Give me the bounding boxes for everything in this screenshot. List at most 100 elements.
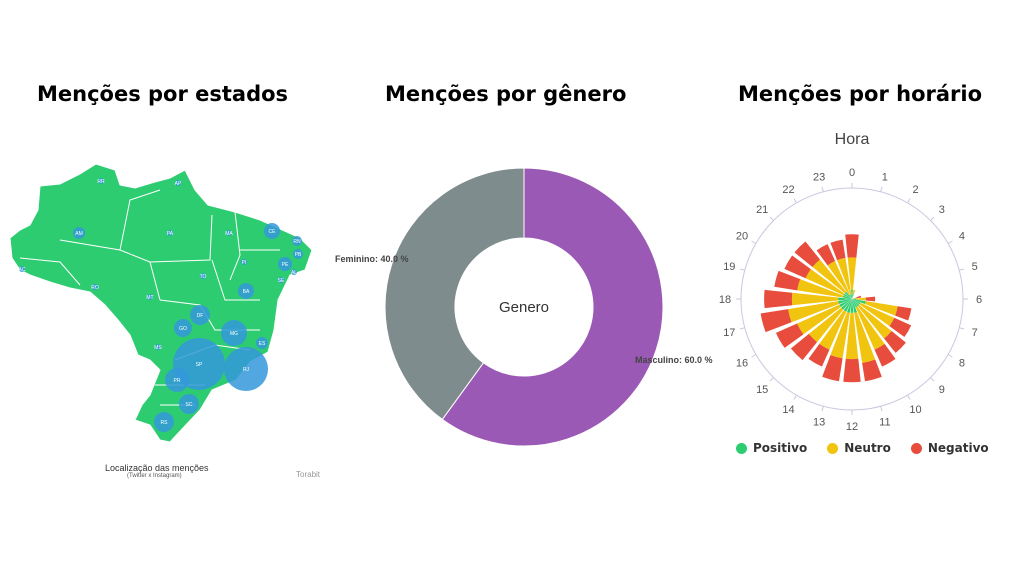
polar-bar-negativo-h7[interactable] xyxy=(895,306,912,321)
polar-bar-neutro-h10[interactable] xyxy=(855,306,885,350)
polar-bar-positivo-h13[interactable] xyxy=(847,299,852,313)
polar-bar-neutro-h20[interactable] xyxy=(805,269,845,296)
state-bubble-sc[interactable] xyxy=(179,394,199,414)
polar-hour-label: 20 xyxy=(736,231,748,243)
state-bubble-to[interactable] xyxy=(200,273,206,279)
polar-bar-negativo-h20[interactable] xyxy=(784,255,811,279)
state-bubble-ba[interactable] xyxy=(238,283,254,299)
polar-bar-positivo-h14[interactable] xyxy=(843,299,852,312)
polar-bar-neutro-h9[interactable] xyxy=(857,304,892,339)
polar-bar-neutro-h17[interactable] xyxy=(788,301,840,323)
polar-bar-positivo-h10[interactable] xyxy=(852,299,858,308)
state-bubble-rr[interactable] xyxy=(98,178,104,184)
polar-bar-neutro-h15[interactable] xyxy=(808,307,844,343)
legend-label-neutro: Neutro xyxy=(844,441,891,455)
polar-bar-negativo-h6[interactable] xyxy=(865,296,876,302)
polar-bar-positivo-h0[interactable] xyxy=(851,289,853,299)
state-bubble-am[interactable] xyxy=(73,227,85,239)
polar-bar-negativo-h21[interactable] xyxy=(794,241,820,267)
polar-bar-positivo-h9[interactable] xyxy=(852,299,860,307)
polar-bar-positivo-h23[interactable] xyxy=(850,294,852,299)
polar-bar-neutro-h7[interactable] xyxy=(864,301,898,316)
polar-bar-positivo-h12[interactable] xyxy=(850,299,854,313)
polar-bar-neutro-h1[interactable] xyxy=(852,289,856,295)
state-bubble-go[interactable] xyxy=(174,319,192,337)
polar-bar-negativo-h19[interactable] xyxy=(774,270,801,291)
state-bubble-pe[interactable] xyxy=(278,257,292,271)
polar-bar-negativo-h18[interactable] xyxy=(764,289,793,309)
state-bubble-df[interactable] xyxy=(190,305,210,325)
polar-bar-neutro-h8[interactable] xyxy=(859,302,895,327)
state-bubble-ce[interactable] xyxy=(264,223,280,239)
polar-bar-negativo-h8[interactable] xyxy=(889,317,912,338)
legend-item-neutro[interactable]: Neutro xyxy=(827,441,891,455)
polar-bar-positivo-h17[interactable] xyxy=(838,299,852,304)
polar-bar-positivo-h22[interactable] xyxy=(849,294,852,299)
state-label-rs: RS xyxy=(161,420,169,426)
polar-bar-neutro-h22[interactable] xyxy=(827,260,851,296)
polar-bar-negativo-h13[interactable] xyxy=(822,355,843,382)
state-bubble-mt[interactable] xyxy=(147,294,153,300)
legend-dot-positivo xyxy=(736,442,747,454)
state-bubble-pr[interactable] xyxy=(165,368,189,392)
polar-hour-label: 0 xyxy=(849,167,855,179)
state-bubble-ap[interactable] xyxy=(175,180,181,186)
polar-bar-positivo-h18[interactable] xyxy=(838,297,852,301)
state-bubble-ms[interactable] xyxy=(155,344,161,350)
state-bubble-rs[interactable] xyxy=(154,412,174,432)
legend-item-negativo[interactable]: Negativo xyxy=(910,441,989,455)
legend-dot-neutro xyxy=(827,442,839,454)
donut-slice-masculino[interactable] xyxy=(441,167,664,447)
polar-bar-negativo-h22[interactable] xyxy=(816,244,836,266)
donut-slice-feminino[interactable] xyxy=(384,167,525,421)
state-bubble-es[interactable] xyxy=(256,337,268,349)
polar-bar-negativo-h16[interactable] xyxy=(775,323,804,348)
polar-bar-negativo-h15[interactable] xyxy=(790,333,818,361)
polar-bar-negativo-h10[interactable] xyxy=(874,343,896,367)
polar-bar-negativo-h17[interactable] xyxy=(760,309,792,333)
polar-bar-neutro-h0[interactable] xyxy=(847,257,857,290)
polar-bar-neutro-h5[interactable] xyxy=(852,297,857,299)
legend-item-positivo[interactable]: Positivo xyxy=(736,441,807,455)
polar-bar-positivo-h1[interactable] xyxy=(852,294,854,299)
polar-bar-positivo-h19[interactable] xyxy=(842,295,852,299)
polar-bar-positivo-h7[interactable] xyxy=(852,299,866,304)
polar-bar-positivo-h21[interactable] xyxy=(844,291,852,299)
polar-bar-negativo-h12[interactable] xyxy=(843,358,861,383)
state-bubble-rn[interactable] xyxy=(292,236,302,246)
polar-bar-positivo-h20[interactable] xyxy=(843,293,852,299)
polar-bar-positivo-h15[interactable] xyxy=(841,299,852,310)
state-bubble-ma[interactable] xyxy=(226,230,232,236)
polar-bar-negativo-h9[interactable] xyxy=(884,331,906,353)
polar-bar-neutro-h13[interactable] xyxy=(830,311,850,359)
state-bubble-pi[interactable] xyxy=(241,259,247,265)
polar-bar-positivo-h16[interactable] xyxy=(839,299,852,308)
state-bubble-al[interactable] xyxy=(291,269,297,275)
polar-bar-neutro-h11[interactable] xyxy=(854,311,876,363)
state-bubble-ac[interactable] xyxy=(19,266,25,272)
state-bubble-ro[interactable] xyxy=(92,284,98,290)
polar-bar-neutro-h21[interactable] xyxy=(812,259,847,294)
state-bubble-rj[interactable] xyxy=(224,347,268,391)
polar-bar-negativo-h5[interactable] xyxy=(856,295,862,299)
polar-bar-neutro-h14[interactable] xyxy=(819,310,847,350)
polar-bar-neutro-h6[interactable] xyxy=(856,297,866,301)
state-bubble-mg[interactable] xyxy=(221,320,247,346)
polar-bar-negativo-h14[interactable] xyxy=(808,343,830,367)
polar-bar-positivo-h8[interactable] xyxy=(852,299,861,305)
polar-bar-neutro-h16[interactable] xyxy=(797,304,841,335)
polar-bar-neutro-h23[interactable] xyxy=(837,257,852,295)
polar-bar-positivo-h11[interactable] xyxy=(852,299,857,313)
polar-bar-negativo-h11[interactable] xyxy=(862,359,882,382)
polar-bar-negativo-h23[interactable] xyxy=(830,239,846,261)
state-bubble-pb[interactable] xyxy=(293,249,303,259)
polar-bar-positivo-h6[interactable] xyxy=(852,298,857,300)
map-bubbles xyxy=(19,178,303,432)
polar-legend: Positivo Neutro Negativo xyxy=(736,441,989,455)
polar-bar-neutro-h12[interactable] xyxy=(845,312,859,360)
polar-bar-neutro-h18[interactable] xyxy=(791,292,839,306)
polar-bar-negativo-h0[interactable] xyxy=(845,234,859,258)
state-bubble-se[interactable] xyxy=(278,277,284,283)
state-bubble-pa[interactable] xyxy=(167,230,173,236)
polar-bar-neutro-h19[interactable] xyxy=(797,279,844,298)
